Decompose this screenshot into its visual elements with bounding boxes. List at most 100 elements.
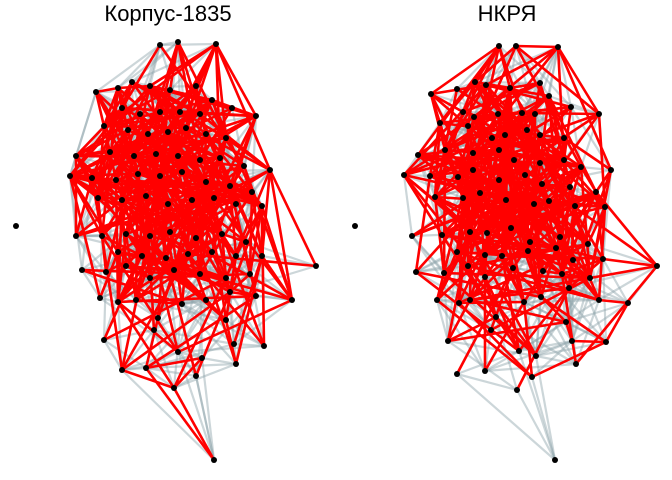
edge-highlighted [439, 105, 572, 125]
edge-highlighted [101, 234, 143, 258]
graph-node [115, 85, 121, 91]
graph-node [13, 223, 19, 229]
edge-background [201, 356, 237, 366]
edge-background [415, 251, 458, 273]
graph-node [73, 233, 79, 239]
edge-highlighted [588, 206, 607, 279]
edge-background [535, 354, 577, 366]
graph-node [511, 157, 517, 163]
graph-node [519, 110, 525, 116]
graph-node [563, 319, 569, 325]
graph-node [123, 231, 129, 237]
edge-background [516, 389, 556, 461]
edge-background [402, 174, 414, 237]
graph-node [437, 120, 443, 126]
edge-background [535, 340, 607, 358]
edge-highlighted [117, 301, 179, 353]
graph-node [508, 225, 514, 231]
graph-node [147, 233, 153, 239]
edge-background [587, 242, 658, 268]
edge-highlighted [490, 276, 591, 332]
edge-background [121, 366, 147, 372]
edge-background [176, 273, 202, 353]
edge-background [456, 373, 556, 461]
graph-node [625, 300, 631, 306]
graph-node [129, 79, 135, 85]
graph-node [259, 203, 265, 209]
graph-node [482, 274, 488, 280]
panel-title-left: Корпус-1835 [104, 1, 231, 26]
edge-highlighted [74, 177, 94, 237]
graph-node [185, 251, 191, 257]
graph-node [233, 201, 239, 207]
graph-node [572, 203, 578, 209]
edge-background [117, 44, 161, 89]
graph-node [513, 43, 519, 49]
graph-node [455, 174, 461, 180]
edge-highlighted [533, 202, 576, 208]
edge-background [570, 106, 612, 171]
graph-node [165, 129, 171, 135]
edge-highlighted [121, 290, 231, 372]
edge-highlighted [542, 269, 591, 280]
edge-highlighted [484, 227, 512, 256]
edge-background [176, 41, 182, 113]
edge-highlighted [474, 45, 517, 83]
edge-highlighted [541, 182, 606, 209]
graph-node [460, 195, 466, 201]
edge-highlighted [531, 340, 607, 379]
edge-highlighted [403, 84, 487, 176]
edge-highlighted [515, 44, 600, 116]
nodes-right [352, 43, 660, 463]
graph-node [223, 275, 229, 281]
edge-background [177, 351, 197, 377]
graph-node [527, 239, 533, 245]
graph-node [578, 164, 584, 170]
edge-background [173, 375, 197, 389]
edge-highlighted [526, 250, 543, 298]
graph-node [247, 271, 253, 277]
graph-node [179, 169, 185, 175]
panel-title-right: НКРЯ [478, 1, 537, 26]
graph-node [537, 80, 543, 86]
edge-highlighted [172, 387, 216, 461]
edge-highlighted [96, 125, 106, 199]
edge-highlighted [100, 235, 124, 371]
edge-highlighted [510, 205, 606, 230]
edge-background [570, 258, 605, 342]
edge-highlighted [403, 112, 499, 177]
graph-node [231, 341, 237, 347]
graph-node [516, 348, 522, 354]
graph-node [456, 300, 462, 306]
graph-node [454, 86, 460, 92]
graph-node [507, 85, 513, 91]
graph-node [197, 157, 203, 163]
graph-node [167, 229, 173, 235]
edge-background [579, 113, 601, 168]
graph-node [524, 127, 530, 133]
edge-background [601, 169, 613, 260]
edge-background [494, 316, 519, 391]
graph-node [165, 201, 171, 207]
edge-highlighted [485, 45, 559, 87]
graph-node [175, 349, 181, 355]
edge-background [540, 296, 577, 365]
graph-node [566, 285, 572, 291]
edge-highlighted [69, 152, 157, 178]
edge-background [535, 339, 573, 358]
edge-highlighted [210, 251, 232, 293]
edge-background [75, 235, 107, 273]
graph-node [183, 125, 189, 131]
edge-highlighted [529, 240, 604, 261]
edge-background [159, 40, 179, 47]
graph-node [484, 230, 490, 236]
graph-node [467, 297, 473, 303]
graph-node [442, 147, 448, 153]
edge-highlighted [447, 315, 497, 343]
graph-node [163, 255, 169, 261]
edge-highlighted [447, 320, 567, 343]
edge-background [447, 339, 537, 358]
edge-background [148, 44, 162, 87]
edge-highlighted [485, 83, 572, 109]
graph-node [199, 355, 205, 361]
